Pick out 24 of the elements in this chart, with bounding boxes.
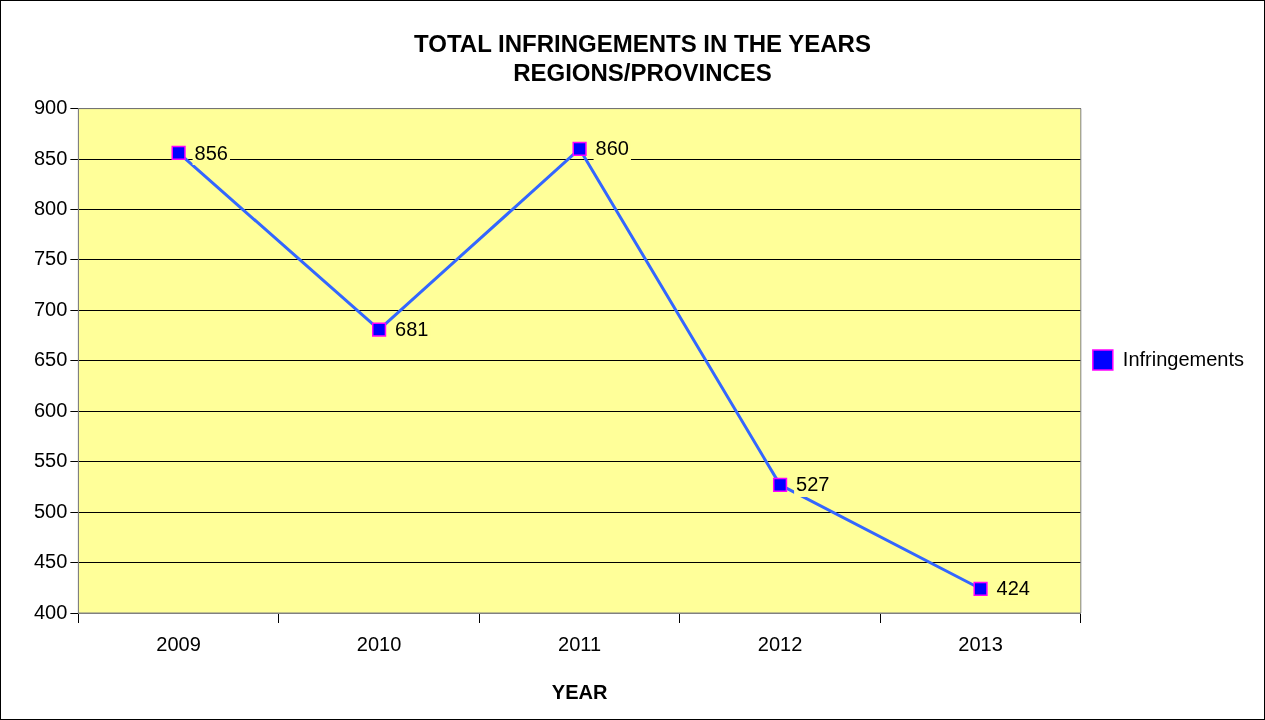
data-label: 856 [194,141,228,164]
legend-label: Infringements [1122,347,1244,370]
x-tick-label: 2012 [757,632,803,655]
data-label: 527 [796,473,830,496]
y-tick-label: 550 [33,449,68,472]
y-tick-label: 500 [33,499,68,522]
data-label: 860 [595,137,629,160]
y-tick-label: 800 [33,197,68,219]
x-axis-title: YEAR [551,680,608,703]
y-tick-label: 650 [33,348,68,371]
y-tick-label: 450 [33,550,68,573]
x-tick-label: 2011 [558,632,602,655]
x-tick-label: 2009 [156,632,201,655]
y-tick-label: 900 [33,96,68,119]
data-label: 424 [996,577,1030,600]
y-tick-label: 750 [33,247,68,270]
x-tick-label: 2013 [958,632,1003,655]
y-tick-label: 600 [33,398,68,421]
x-tick-label: 2010 [356,632,402,655]
y-tick-label: 400 [33,600,68,623]
chart-title: TOTAL INFRINGEMENTS IN THE YEARS REGIONS/PROVINCES [414,30,871,86]
data-label: 681 [395,318,429,341]
y-tick-label: 700 [33,297,68,320]
y-tick-label: 850 [33,146,68,169]
